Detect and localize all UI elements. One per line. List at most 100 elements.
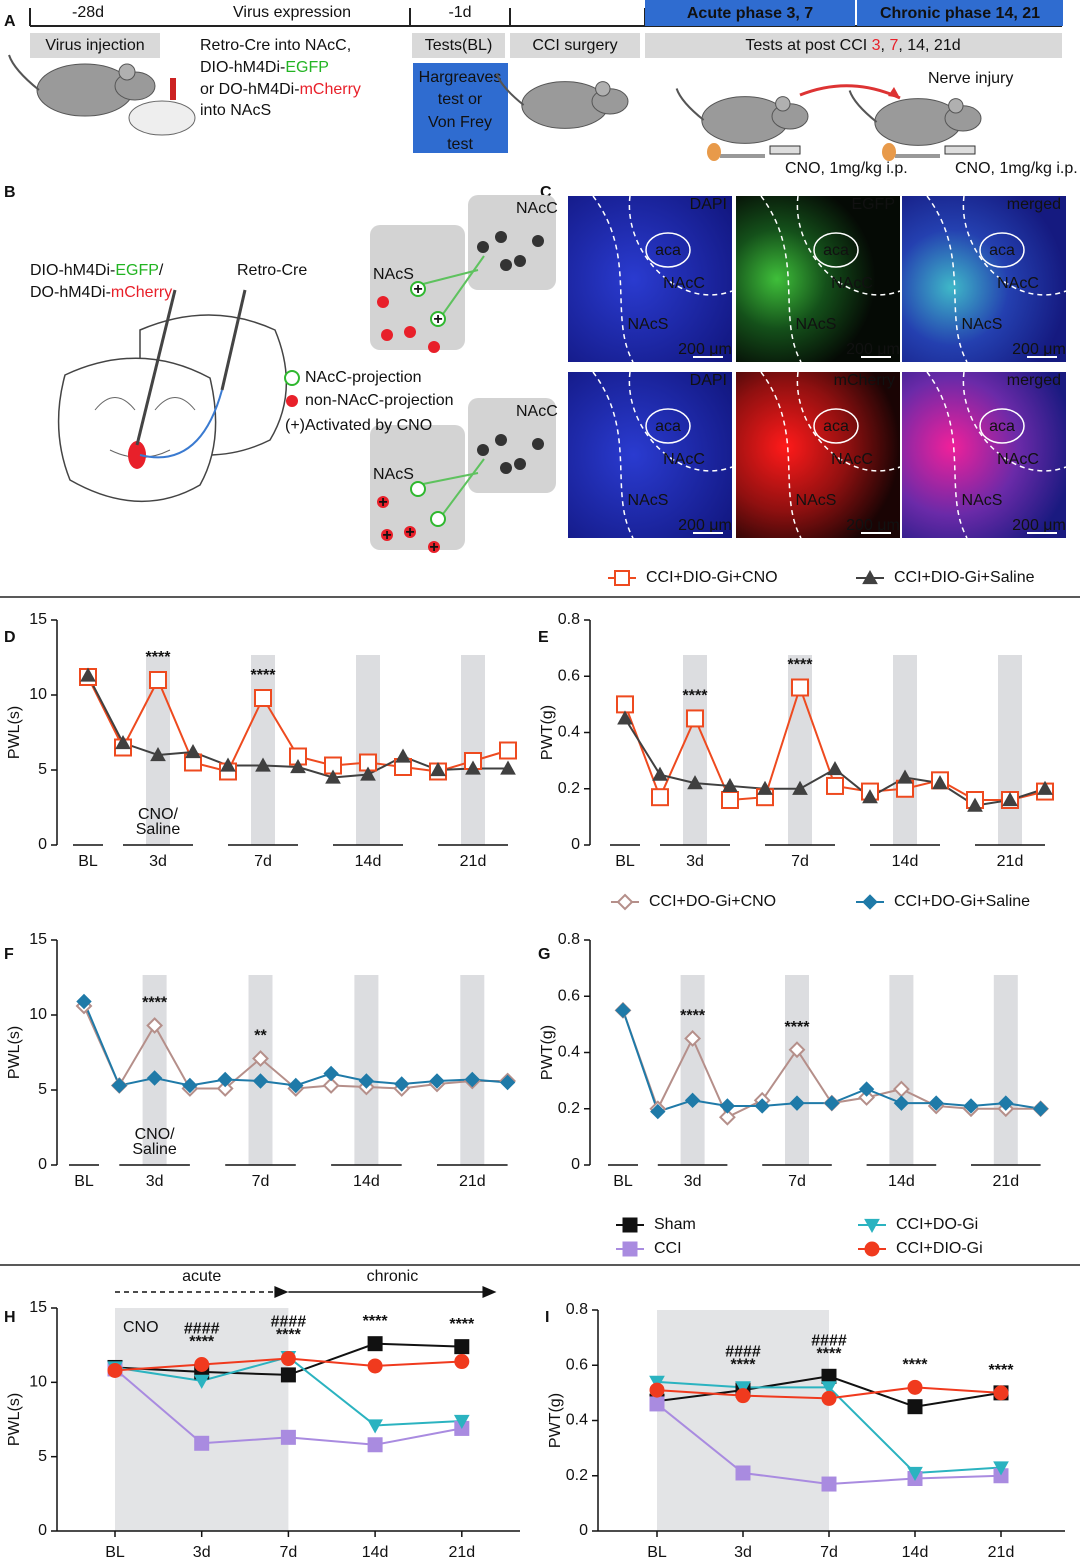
marker — [722, 777, 738, 793]
scale-bar-label: 200 μm — [846, 341, 900, 358]
virus-text: or DO-hM4Di-mCherry — [200, 81, 361, 98]
marker — [429, 1073, 445, 1089]
marker — [858, 1089, 876, 1106]
panel-label: H — [4, 1309, 16, 1326]
text-part: or DO-hM4Di- — [200, 81, 300, 98]
region-label: aca — [989, 418, 1015, 435]
marker — [111, 1077, 128, 1094]
step-box — [30, 33, 160, 58]
marker — [217, 1071, 233, 1088]
virus-text: DO-hM4Di-mCherry — [30, 284, 172, 301]
marker — [193, 1374, 210, 1389]
channel-label: DAPI — [690, 372, 727, 389]
region-border — [628, 371, 733, 472]
marker — [622, 1217, 638, 1233]
step-label: Tests(BL) — [425, 37, 493, 54]
y-tick-label: 0.4 — [558, 724, 580, 741]
marker — [826, 776, 844, 795]
neuron — [514, 458, 526, 470]
injury-arrow — [799, 84, 901, 100]
x-tick-label: 7d — [252, 1173, 270, 1190]
marker — [993, 1461, 1009, 1476]
region-border — [962, 195, 1067, 296]
marker — [616, 695, 634, 714]
x-tick-label: 21d — [460, 853, 487, 870]
marker — [862, 894, 878, 910]
aca-outline — [813, 408, 859, 444]
phase-box — [645, 0, 855, 26]
legend-label: CCI+DO-Gi+Saline — [894, 893, 1030, 910]
projection — [139, 389, 223, 459]
legend-label: NAcC-projection — [305, 369, 421, 386]
marker — [252, 1073, 269, 1089]
marker — [862, 789, 878, 804]
y-tick-label: 15 — [29, 931, 47, 948]
marker — [107, 1362, 123, 1378]
marker — [757, 780, 773, 795]
marker — [650, 1103, 666, 1120]
arrow-head — [274, 1286, 289, 1298]
marker — [1037, 780, 1053, 795]
marker — [907, 1399, 923, 1415]
step-box — [510, 33, 640, 58]
marker — [360, 766, 376, 781]
legend-label: Sham — [654, 1216, 696, 1233]
region-label: NAcC — [516, 403, 558, 420]
marker — [649, 1375, 665, 1390]
phase-label: Chronic phase 14, 21 — [880, 5, 1040, 22]
region-label: aca — [989, 242, 1015, 259]
syringe — [769, 145, 801, 155]
projection-neuron — [410, 281, 426, 297]
marker — [967, 797, 983, 812]
shaded-band — [893, 655, 917, 845]
y-tick-label: 0.8 — [558, 611, 580, 628]
plus-mark: + — [378, 494, 387, 511]
micrograph — [568, 372, 732, 538]
marker — [430, 761, 446, 777]
mouse-ear — [595, 81, 611, 97]
projection-neuron — [410, 481, 426, 497]
marker — [80, 667, 96, 682]
marker — [718, 1108, 736, 1126]
y-tick-label: 0 — [571, 1156, 580, 1173]
marker — [115, 734, 131, 750]
marker — [254, 689, 272, 707]
marker — [791, 678, 809, 697]
shaded-region — [657, 1310, 829, 1531]
marker — [649, 1382, 665, 1398]
text-part: mCherry — [111, 284, 172, 301]
text-part: Retro-Cre into NAcC, — [200, 37, 351, 54]
x-tick-label: BL — [74, 1173, 94, 1190]
marker — [893, 1095, 910, 1111]
y-axis-label: PWL(s) — [6, 1026, 23, 1079]
marker — [622, 1241, 638, 1257]
channel-label: merged — [1007, 196, 1061, 213]
marker — [323, 1065, 339, 1082]
marker — [216, 1080, 234, 1097]
shaded-band — [680, 975, 705, 1165]
text-part: , — [881, 37, 890, 54]
shaded-band — [354, 975, 379, 1165]
marker — [1032, 1101, 1049, 1117]
plus-mark: + — [433, 311, 442, 328]
text-part: EGFP — [285, 59, 329, 76]
x-tick-label: BL — [78, 853, 98, 870]
shaded-region — [115, 1308, 289, 1531]
marker — [754, 1098, 770, 1114]
paw-heat — [882, 143, 896, 161]
micrograph — [902, 196, 1066, 362]
marker — [255, 757, 271, 772]
annotation: Saline — [136, 821, 181, 838]
y-tick-label: 0.2 — [566, 1467, 588, 1484]
micrograph — [736, 372, 900, 538]
y-tick-label: 0 — [38, 836, 47, 853]
axon — [422, 472, 479, 485]
legend-marker — [284, 370, 300, 386]
marker — [928, 1095, 944, 1111]
marker — [792, 780, 808, 795]
marker — [367, 1419, 383, 1434]
x-tick-label: 7d — [820, 1544, 838, 1561]
marker — [499, 1074, 516, 1091]
marker — [146, 1070, 163, 1086]
x-tick-label: 14d — [902, 1544, 929, 1561]
